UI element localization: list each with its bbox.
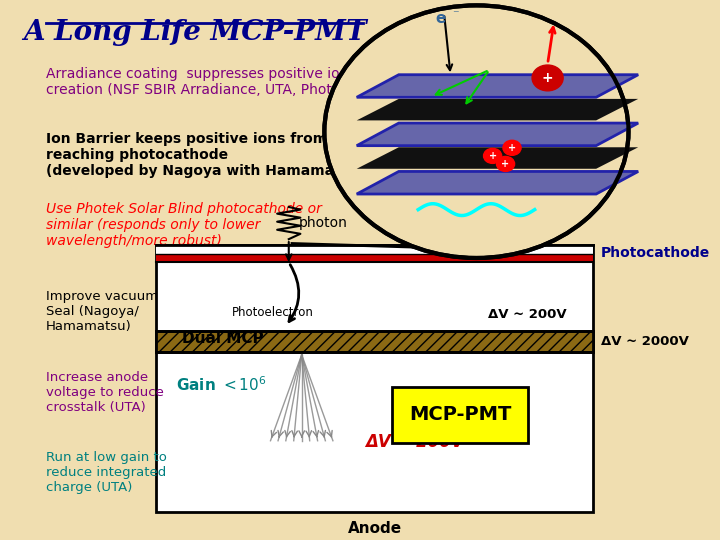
Text: photon: photon xyxy=(299,216,348,230)
Polygon shape xyxy=(356,172,638,194)
Text: ΔV ~ 200V: ΔV ~ 200V xyxy=(366,433,464,451)
Text: Run at low gain to
reduce integrated
charge (UTA): Run at low gain to reduce integrated cha… xyxy=(46,451,167,495)
Text: +: + xyxy=(489,151,497,161)
Polygon shape xyxy=(356,99,638,120)
Text: Use Photek Solar Blind photocathode or
similar (responds only to lower
wavelengt: Use Photek Solar Blind photocathode or s… xyxy=(46,201,322,248)
Text: e: e xyxy=(436,11,446,26)
Circle shape xyxy=(324,5,629,258)
Bar xyxy=(156,254,593,262)
Text: Anode: Anode xyxy=(348,521,402,536)
Text: Gain $<10^6$: Gain $<10^6$ xyxy=(176,375,266,394)
Text: MCP-PMT: MCP-PMT xyxy=(409,406,511,424)
Text: Photocathode: Photocathode xyxy=(600,246,710,260)
Text: ΔV ~ 2000V: ΔV ~ 2000V xyxy=(600,335,688,348)
Text: ⁻: ⁻ xyxy=(452,8,459,21)
Bar xyxy=(156,245,593,512)
Text: Dual MCP: Dual MCP xyxy=(182,331,264,346)
Text: Photoelectron: Photoelectron xyxy=(232,306,313,319)
Circle shape xyxy=(503,140,521,156)
Text: Increase anode
voltage to reduce
crosstalk (UTA): Increase anode voltage to reduce crossta… xyxy=(46,371,164,414)
Text: A Long Life MCP-PMT: A Long Life MCP-PMT xyxy=(23,19,366,46)
Text: +: + xyxy=(508,143,516,153)
Text: Improve vacuum
Seal (Nagoya/
Hamamatsu): Improve vacuum Seal (Nagoya/ Hamamatsu) xyxy=(46,290,158,333)
Bar xyxy=(156,245,593,254)
Polygon shape xyxy=(356,123,638,146)
Polygon shape xyxy=(356,75,638,97)
Text: +: + xyxy=(502,159,510,169)
Text: ΔV ~ 200V: ΔV ~ 200V xyxy=(488,308,567,321)
Circle shape xyxy=(484,148,502,164)
Bar xyxy=(392,387,528,443)
Circle shape xyxy=(532,65,563,91)
Text: Ion Barrier keeps positive ions from
reaching photocathode
(developed by Nagoya : Ion Barrier keeps positive ions from rea… xyxy=(46,132,359,178)
Bar xyxy=(156,330,593,352)
Polygon shape xyxy=(356,147,638,169)
Text: Arradiance coating  suppresses positive ion
creation (NSF SBIR Arradiance, UTA, : Arradiance coating suppresses positive i… xyxy=(46,67,366,97)
Circle shape xyxy=(497,157,515,172)
Text: +: + xyxy=(542,71,554,85)
